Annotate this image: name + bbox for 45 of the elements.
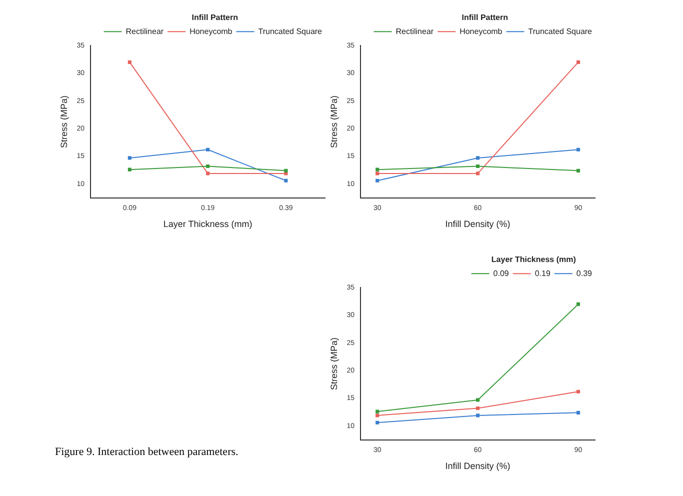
x-axis-title: Layer Thickness (mm): [163, 219, 252, 230]
point: [576, 410, 580, 414]
point: [576, 168, 580, 172]
point: [576, 302, 580, 306]
y-axis-title: Stress (MPa): [328, 95, 339, 148]
legend-title: Infill Pattern: [192, 13, 238, 22]
point: [376, 168, 380, 172]
x-axis-title: Infill Density (%): [445, 461, 510, 472]
point: [476, 164, 480, 168]
point: [128, 60, 132, 64]
point: [206, 164, 210, 168]
point: [476, 172, 480, 176]
caption: Figure 9. Interaction between parameters.: [55, 446, 238, 458]
point: [284, 168, 288, 172]
point: [206, 172, 210, 176]
point: [128, 156, 132, 160]
point: [576, 148, 580, 152]
point: [128, 168, 132, 172]
point: [284, 178, 288, 182]
legend-label: Truncated Square: [258, 26, 323, 36]
legend-label: Honeycomb: [460, 26, 503, 36]
point: [476, 406, 480, 410]
x-axis-title: Infill Density (%): [445, 219, 510, 230]
point: [206, 148, 210, 152]
point: [476, 156, 480, 160]
point: [476, 398, 480, 402]
point: [376, 420, 380, 424]
point: [376, 172, 380, 176]
legend-label: Truncated Square: [528, 26, 593, 36]
y-axis-title: Stress (MPa): [58, 95, 69, 148]
legend-label: 0.19: [534, 268, 551, 278]
point: [376, 414, 380, 418]
legend-label: 0.09: [493, 268, 510, 278]
legend-label: Rectilinear: [126, 26, 164, 36]
point: [576, 60, 580, 64]
legend-title: Infill Pattern: [462, 13, 508, 22]
point: [476, 414, 480, 418]
point: [376, 178, 380, 182]
y-axis-title: Stress (MPa): [328, 337, 339, 390]
point: [376, 410, 380, 414]
legend-label: 0.39: [576, 268, 593, 278]
legend-label: Rectilinear: [396, 26, 434, 36]
legend-label: Honeycomb: [190, 26, 233, 36]
point: [576, 390, 580, 394]
legend-title: Layer Thickness (mm): [491, 255, 576, 264]
